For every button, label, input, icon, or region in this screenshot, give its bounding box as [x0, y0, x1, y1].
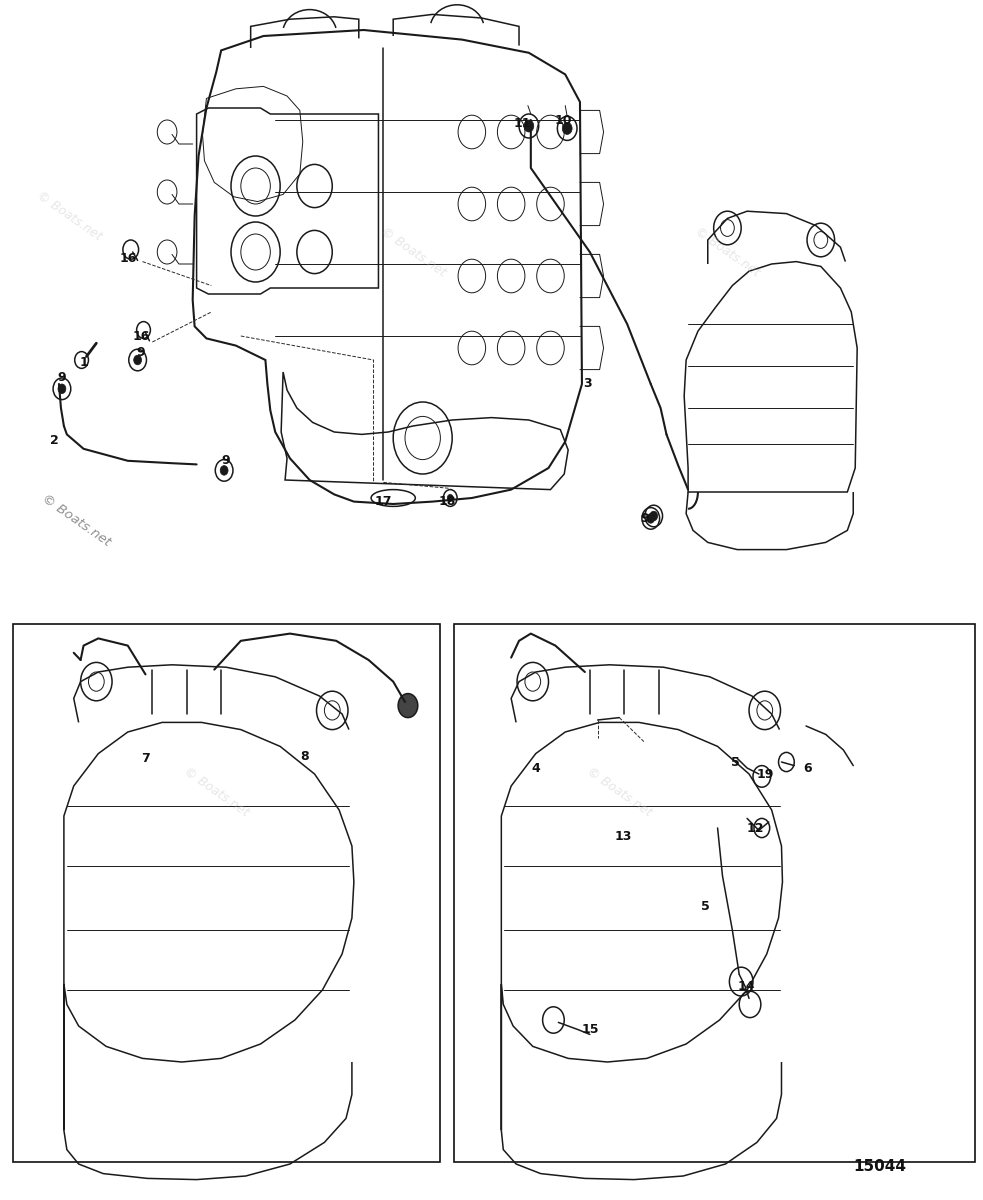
Text: 17: 17 — [375, 496, 392, 508]
Text: 5: 5 — [731, 756, 739, 768]
Text: 11: 11 — [513, 118, 531, 130]
Text: © Boats.net: © Boats.net — [584, 764, 655, 820]
Text: 19: 19 — [756, 768, 774, 780]
Text: 18: 18 — [438, 496, 456, 508]
Text: 13: 13 — [614, 830, 632, 842]
Circle shape — [220, 466, 228, 475]
Text: 2: 2 — [50, 434, 58, 446]
Text: 16: 16 — [133, 330, 150, 342]
Text: 9: 9 — [222, 455, 230, 467]
Text: © Boats.net: © Boats.net — [377, 224, 448, 280]
Circle shape — [398, 694, 418, 718]
Text: 3: 3 — [584, 378, 592, 390]
Text: 9: 9 — [137, 347, 145, 359]
Circle shape — [647, 514, 655, 523]
Text: © Boats.net: © Boats.net — [692, 224, 763, 280]
Text: 9: 9 — [641, 512, 649, 524]
Bar — [13, 624, 440, 1162]
Circle shape — [134, 355, 142, 365]
Bar — [454, 624, 975, 1162]
Text: 15: 15 — [582, 1024, 600, 1036]
Text: 5: 5 — [702, 900, 710, 912]
Text: 16: 16 — [119, 252, 137, 264]
Text: 1: 1 — [80, 356, 87, 368]
Text: 9: 9 — [58, 372, 66, 384]
Text: 6: 6 — [804, 762, 812, 774]
Circle shape — [447, 494, 453, 502]
Text: 7: 7 — [142, 752, 149, 764]
Circle shape — [562, 122, 572, 134]
Text: © Boats.net: © Boats.net — [181, 764, 252, 820]
Text: 14: 14 — [737, 980, 755, 992]
Circle shape — [524, 120, 534, 132]
Text: 15044: 15044 — [853, 1159, 906, 1174]
Circle shape — [650, 511, 658, 521]
Text: 12: 12 — [746, 822, 764, 834]
Text: © Boats.net: © Boats.net — [39, 492, 113, 550]
Circle shape — [58, 384, 66, 394]
Text: © Boats.net: © Boats.net — [33, 188, 104, 244]
Text: 10: 10 — [554, 114, 572, 126]
Text: 4: 4 — [532, 762, 540, 774]
Text: 8: 8 — [301, 750, 309, 762]
